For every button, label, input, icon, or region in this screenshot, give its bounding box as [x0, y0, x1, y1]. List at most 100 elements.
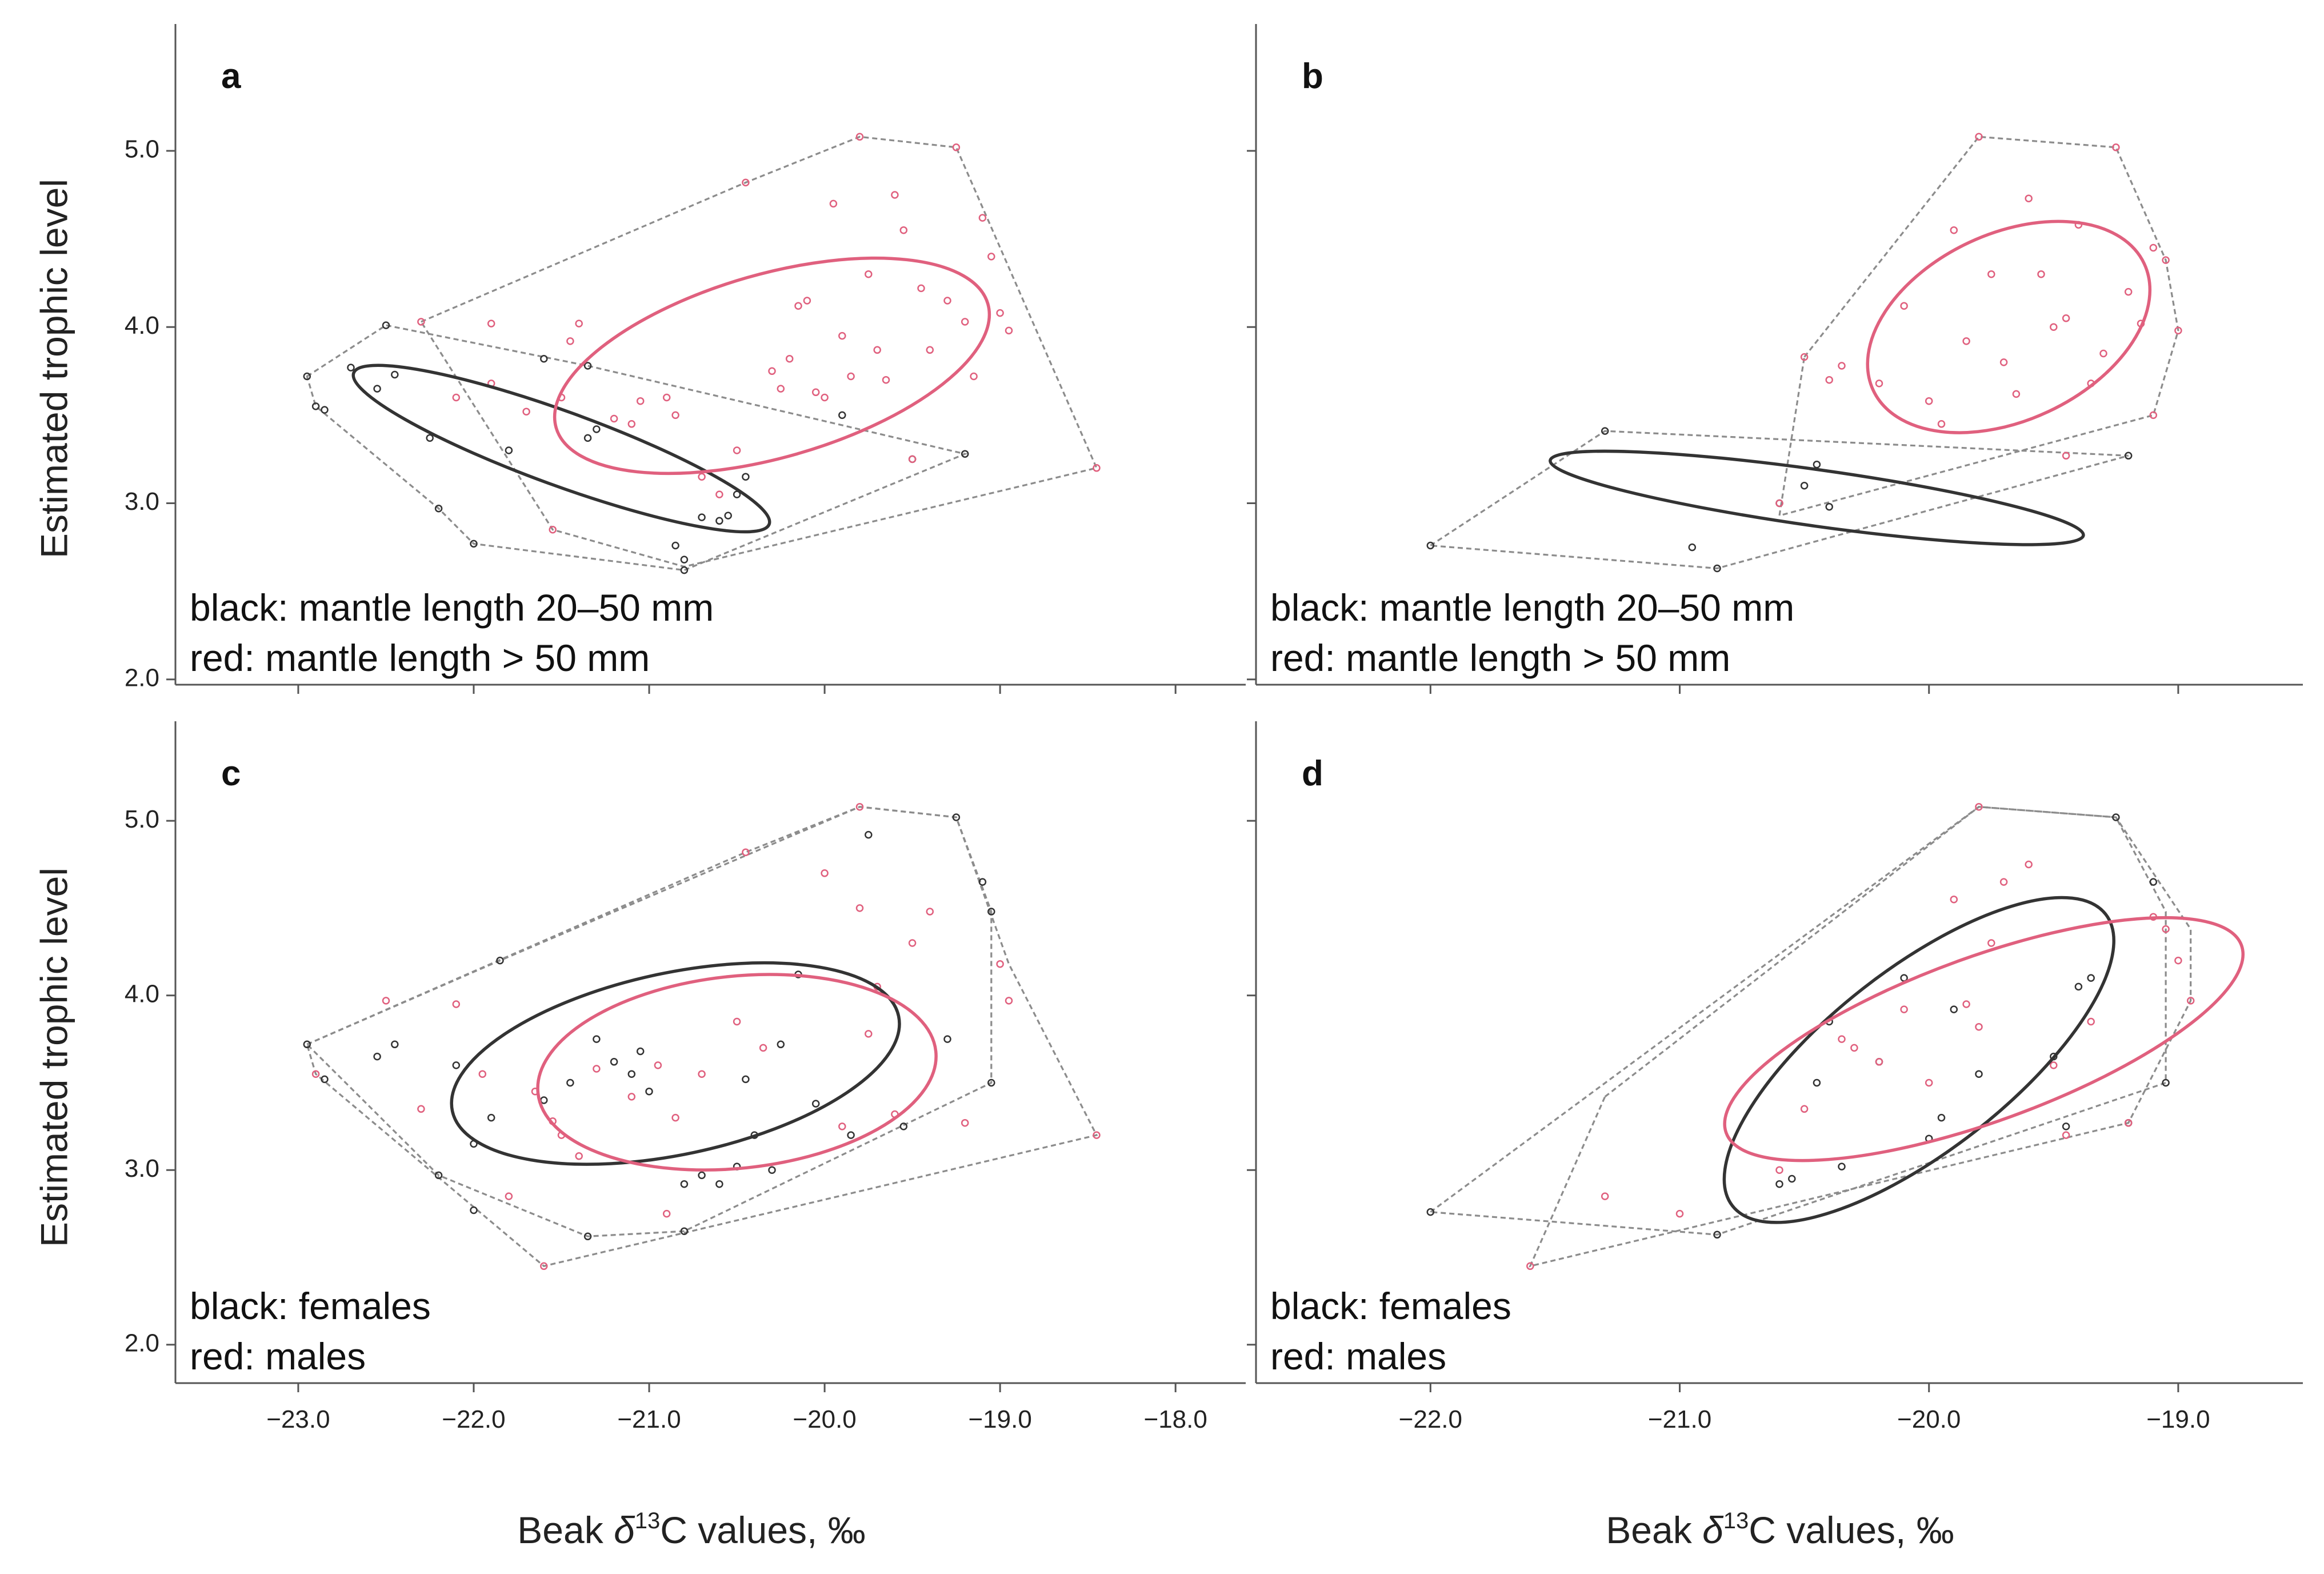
panel-d-black-ellipse [1722, 896, 2115, 1224]
panel-c-black-point [391, 1040, 399, 1049]
panel-a-black-point [733, 490, 741, 498]
panel-c-xtick-label: −21.0 [617, 1405, 681, 1433]
panel-a-red-point [978, 214, 987, 222]
panel-a-red-point [487, 319, 495, 327]
panel-d-black-point [1426, 1208, 1435, 1216]
panel-a-red-point [575, 319, 583, 327]
panel-a-red-point [777, 385, 785, 393]
panel-b-black-point [1601, 427, 1609, 435]
panel-c-red-point [821, 869, 829, 877]
panel-a-black-point [961, 450, 969, 458]
panel-c-ytick-label: 2.0 [125, 1329, 159, 1357]
panel-d-black-point [1937, 1113, 1946, 1122]
panel-a-red-point [785, 354, 794, 363]
panel-a-black-point [838, 411, 846, 420]
panel-b-red-point [1838, 362, 1846, 370]
panel-d-black-point [1713, 1231, 1721, 1239]
panel-a-red-point [865, 270, 873, 278]
panel-c-red-point [908, 939, 917, 947]
panel-b-black-point [1426, 541, 1435, 550]
panel-a-black-point [470, 540, 478, 548]
panel-c-black-point [487, 1113, 495, 1122]
panel-b-red-point [1975, 133, 1983, 141]
panel-d-xtick-label: −20.0 [1897, 1405, 1961, 1433]
panel-d-red-point [1850, 1044, 1858, 1052]
panel-c-red-ellipse [536, 973, 938, 1172]
panel-a-black-point [434, 504, 443, 513]
panel-a-black-ellipse [351, 363, 771, 534]
panel-c-red-point [311, 1070, 320, 1078]
panel-b-red-point [1962, 337, 1970, 345]
panel-d-red-point [2087, 1017, 2095, 1026]
panel-b-red-point [2050, 323, 2058, 331]
panel-d-black-point [1788, 1174, 1796, 1183]
x-axis-title-left-suffix: C values, ‰ [660, 1509, 865, 1551]
panel-c-black-point [865, 830, 873, 839]
panel-c-black-point [811, 1100, 820, 1108]
panel-a-red-point [636, 397, 645, 405]
panel-a-black-point [321, 406, 329, 414]
panel-a-red-point [961, 318, 969, 326]
panel-c-ytick-label: 3.0 [125, 1154, 159, 1183]
panel-d-red-point [1526, 1262, 1534, 1271]
panel-b-red-point [2037, 270, 2045, 278]
panel-c-black-point [978, 878, 987, 886]
panel-c-black-point [470, 1206, 478, 1215]
x-axis-title-right-delta: δ [1702, 1509, 1724, 1551]
panel-a-red-point [891, 191, 899, 199]
panel-a-red-point [882, 375, 890, 384]
panel-c-red-point [505, 1192, 513, 1200]
panel-a-black-point [505, 446, 513, 454]
panel-c: 2.0 3.0 4.0 5.0 −23.0 −22.0 −21.0 −20.0 −19.0 −18… [125, 721, 1246, 1433]
panel-b-red-point [2012, 390, 2021, 398]
panel-b-legend-line: black: mantle length 20–50 mm [1270, 586, 1794, 629]
panel-b-black-point [1813, 460, 1821, 469]
panel-c-red-hull [306, 806, 1098, 1268]
panel-c-red-point [742, 848, 750, 856]
panel-c-black-point [680, 1227, 689, 1235]
panel-a-black-point [680, 566, 689, 574]
panel-a-black-point [583, 362, 592, 370]
x-axis-title-left-superscript: 13 [635, 1508, 661, 1533]
panel-c-black-point [496, 956, 504, 965]
panel-d-red-ellipse [1723, 916, 2245, 1162]
panel-c-red-point [382, 997, 390, 1005]
panel-c-red-point [698, 1070, 706, 1078]
panel-a-legend-line: red: mantle length > 50 mm [190, 637, 650, 679]
panel-a-red-point [715, 490, 723, 498]
panel-a-black-point [311, 402, 320, 410]
panel-a-black-point [680, 556, 689, 564]
x-axis-title-left-prefix: Beak [517, 1509, 614, 1551]
panel-a-black-point [382, 321, 390, 329]
panel-a-red-point [768, 367, 776, 375]
panel-c-ytick-label: 4.0 [125, 980, 159, 1008]
panel-a: 2.0 3.0 4.0 5.0 a black: mantle length 20–50 … [125, 24, 1246, 694]
panel-a-red-point [1005, 326, 1013, 335]
panel-a-letter: a [221, 57, 241, 96]
panel-b-red-point [2099, 349, 2107, 358]
panel-a-ytick-label: 5.0 [125, 135, 159, 163]
panel-c-black-point [566, 1078, 574, 1087]
panel-b-red-point [2124, 287, 2133, 296]
panel-a-red-point [899, 226, 908, 234]
panel-c-red-point [961, 1118, 969, 1127]
panel-d-legend-line: red: males [1270, 1335, 1446, 1377]
panel-c-red-point [478, 1070, 487, 1078]
panel-c-red-point [540, 1262, 548, 1271]
panel-d-red-point [1875, 1058, 1883, 1066]
panel-c-black-point [698, 1171, 706, 1180]
panel-a-red-point [698, 473, 706, 481]
x-axis-title-right-suffix: C values, ‰ [1749, 1509, 1954, 1551]
panel-a-legend-line: black: mantle length 20–50 mm [190, 586, 714, 629]
panel-d-black-point [1950, 1005, 1958, 1013]
panel-d-red-point [1775, 1166, 1783, 1174]
panel-d-red-point [1900, 1005, 1908, 1013]
x-axis-title-left: Beak δ13C values, ‰ [517, 1508, 865, 1551]
panels: 2.0 3.0 4.0 5.0 a black: mantle length 20–50 … [125, 24, 2303, 1433]
panel-c-black-point [373, 1052, 381, 1061]
panel-c-xtick-label: −22.0 [442, 1405, 505, 1433]
panel-d-red-point [2062, 1131, 2070, 1139]
panel-c-red-point [855, 904, 864, 912]
panel-d-red-point [1950, 895, 1958, 904]
